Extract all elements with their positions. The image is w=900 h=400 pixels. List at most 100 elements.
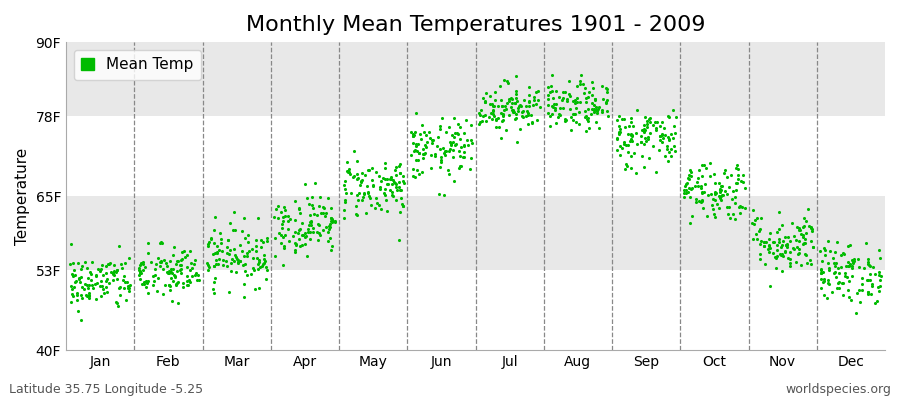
- Point: [821, 277, 835, 284]
- Point: [508, 100, 522, 106]
- Point: [397, 180, 411, 186]
- Point: [493, 110, 508, 116]
- Point: [763, 283, 778, 289]
- Point: [424, 152, 438, 158]
- Point: [509, 115, 524, 121]
- Point: [621, 130, 635, 137]
- Point: [694, 184, 708, 191]
- Point: [451, 130, 465, 137]
- Point: [662, 114, 676, 121]
- Point: [688, 183, 702, 190]
- Point: [184, 259, 198, 266]
- Point: [65, 285, 79, 292]
- Point: [388, 180, 402, 186]
- Point: [355, 177, 369, 184]
- Point: [139, 284, 153, 290]
- Point: [473, 107, 488, 113]
- Point: [185, 273, 200, 280]
- Point: [238, 261, 252, 267]
- Point: [433, 126, 447, 132]
- Point: [364, 201, 378, 208]
- Point: [275, 218, 290, 224]
- Point: [318, 213, 332, 220]
- Point: [852, 299, 867, 305]
- Point: [500, 100, 514, 106]
- Point: [832, 270, 847, 276]
- Point: [846, 256, 860, 262]
- Point: [249, 242, 264, 249]
- Point: [543, 113, 557, 120]
- Point: [340, 159, 355, 165]
- Point: [113, 261, 128, 268]
- Point: [613, 126, 627, 132]
- Point: [738, 185, 752, 192]
- Point: [253, 264, 267, 271]
- Point: [714, 193, 728, 200]
- Point: [310, 221, 325, 228]
- Point: [174, 262, 188, 268]
- Point: [504, 104, 518, 110]
- Point: [94, 265, 108, 272]
- Point: [380, 176, 394, 183]
- Point: [782, 260, 796, 267]
- Point: [588, 96, 602, 103]
- Point: [831, 265, 845, 272]
- Point: [865, 282, 879, 289]
- Point: [292, 206, 306, 212]
- Point: [407, 148, 421, 154]
- Point: [276, 234, 291, 240]
- Point: [378, 175, 392, 182]
- Point: [781, 234, 796, 240]
- Point: [803, 257, 817, 263]
- Point: [361, 189, 375, 196]
- Point: [526, 94, 541, 100]
- Point: [242, 248, 256, 254]
- Point: [792, 249, 806, 256]
- Point: [164, 274, 178, 281]
- Point: [541, 92, 555, 98]
- Point: [707, 188, 722, 195]
- Point: [572, 81, 587, 87]
- Point: [733, 202, 747, 209]
- Point: [301, 229, 315, 236]
- Point: [769, 255, 783, 262]
- Point: [346, 174, 360, 180]
- Point: [715, 192, 729, 198]
- Point: [457, 149, 472, 155]
- Point: [69, 296, 84, 303]
- Point: [691, 174, 706, 181]
- Point: [560, 95, 574, 102]
- Point: [698, 188, 712, 195]
- Point: [447, 114, 462, 121]
- Point: [826, 255, 841, 261]
- Point: [767, 239, 781, 245]
- Point: [275, 262, 290, 268]
- Point: [734, 178, 748, 184]
- Point: [780, 243, 795, 250]
- Point: [491, 102, 505, 109]
- Point: [260, 235, 274, 242]
- Point: [132, 270, 147, 276]
- Point: [780, 254, 795, 261]
- Point: [443, 139, 457, 146]
- Point: [590, 106, 605, 112]
- Point: [351, 197, 365, 203]
- Point: [107, 262, 122, 268]
- Point: [133, 262, 148, 268]
- Point: [133, 260, 148, 266]
- Point: [409, 110, 423, 116]
- Point: [113, 284, 128, 291]
- Point: [105, 270, 120, 276]
- Point: [677, 194, 691, 200]
- Point: [643, 119, 657, 126]
- Point: [431, 190, 446, 197]
- Point: [450, 130, 464, 136]
- Point: [112, 292, 127, 298]
- Point: [845, 273, 859, 279]
- Point: [505, 109, 519, 115]
- Point: [216, 256, 230, 263]
- Point: [683, 194, 698, 200]
- Point: [694, 182, 708, 189]
- Point: [585, 79, 599, 85]
- Point: [320, 194, 335, 201]
